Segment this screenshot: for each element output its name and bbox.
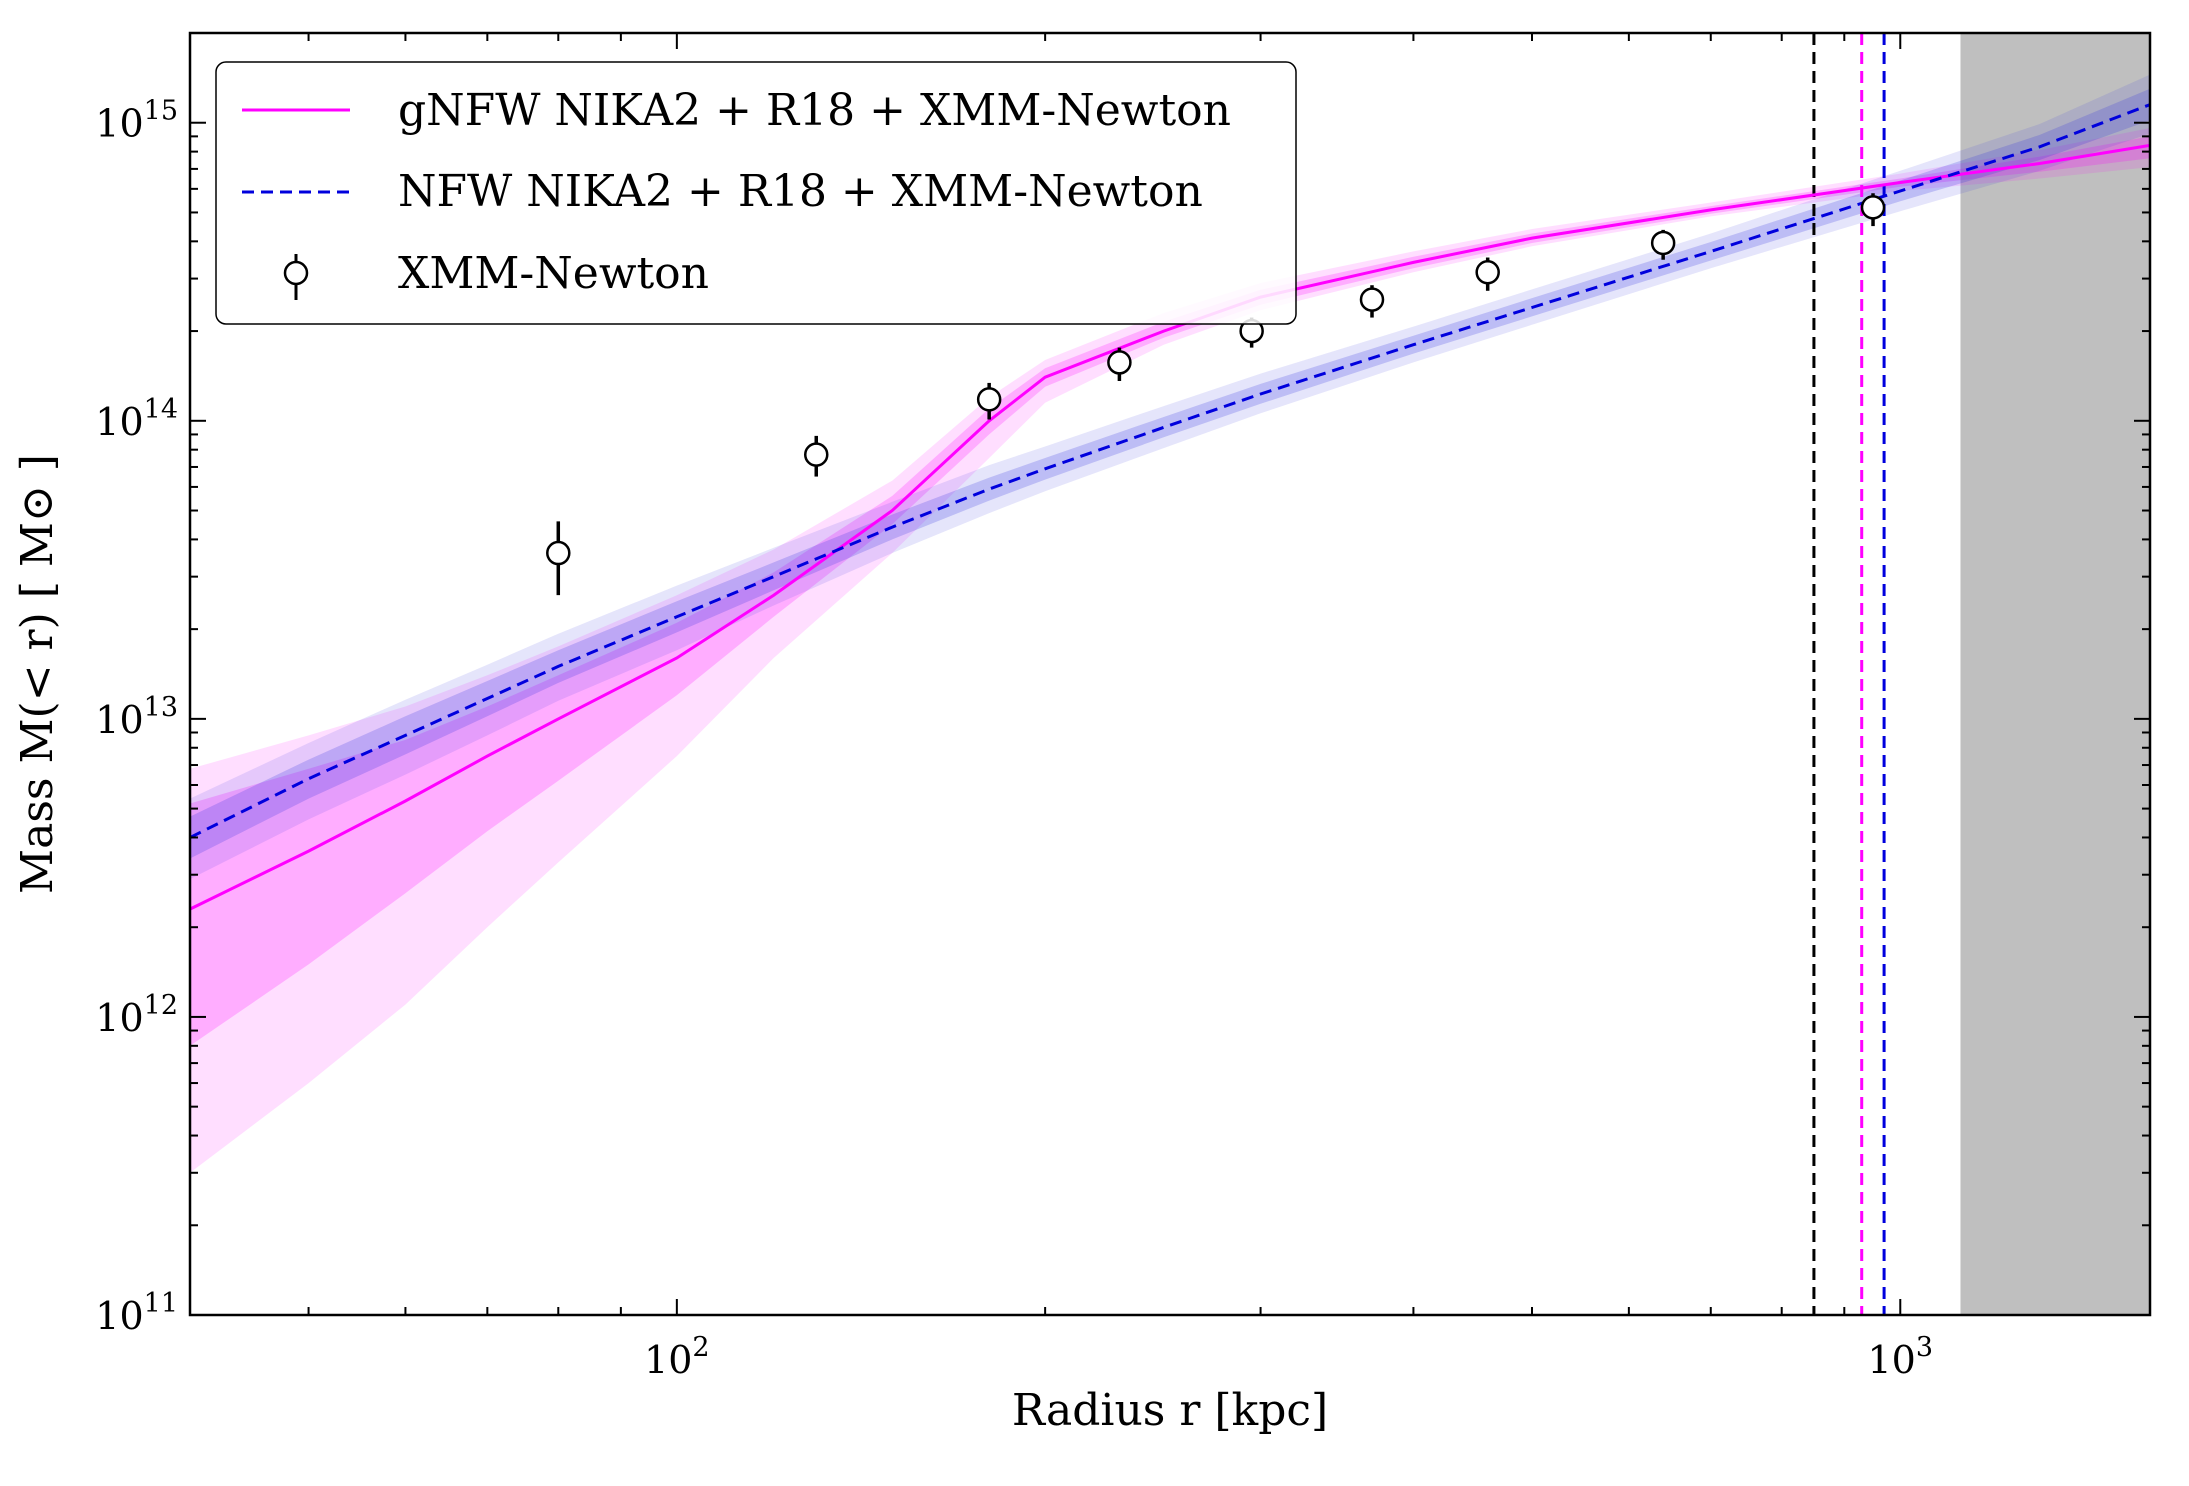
legend-label-nfw: NFW NIKA2 + R18 + XMM-Newton <box>398 166 1203 217</box>
x-tick-exponent: 3 <box>1916 1332 1933 1363</box>
xmm-data-point <box>976 387 1002 412</box>
y-tick-base: 10 <box>95 996 143 1040</box>
y-tick-base: 10 <box>95 400 143 444</box>
y-tick-label: 1012 <box>95 990 178 1040</box>
xmm-data-point <box>1860 195 1886 220</box>
y-tick-exponent: 11 <box>144 1288 178 1319</box>
x-tick-exponent: 2 <box>692 1332 709 1363</box>
legend-swatch-xmm-marker <box>283 260 309 286</box>
legend: gNFW NIKA2 + R18 + XMM-Newton NFW NIKA2 … <box>215 61 1297 325</box>
x-axis-label: Radius r [kpc] <box>1012 1385 1328 1436</box>
y-tick-base: 10 <box>95 1294 143 1338</box>
y-tick-label: 1011 <box>95 1288 178 1338</box>
xmm-data-point <box>1650 230 1676 256</box>
y-tick-exponent: 12 <box>144 990 178 1021</box>
x-tick-label: 102 <box>644 1332 710 1382</box>
y-tick-exponent: 13 <box>144 692 178 723</box>
plot-area <box>190 33 2150 1315</box>
xmm-data-point <box>1359 287 1385 312</box>
nfw-series-line <box>190 103 2150 839</box>
y-tick-base: 10 <box>95 102 143 146</box>
shaded-region <box>1960 33 2150 1315</box>
nfw-band-2sigma <box>190 74 2150 880</box>
y-tick-label: 1013 <box>95 692 178 742</box>
y-tick-base: 10 <box>95 698 143 742</box>
x-tick-base: 10 <box>1868 1338 1916 1382</box>
xmm-data-point <box>804 442 829 467</box>
gnfw-series-line <box>190 143 2150 911</box>
y-tick-exponent: 15 <box>144 96 178 127</box>
y-axis-label: Mass M(< r) [ M⊙ ] <box>12 454 63 894</box>
y-tick-exponent: 14 <box>144 394 178 425</box>
legend-frame <box>215 61 1297 325</box>
plot-frame <box>188 31 2152 1317</box>
y-tick-label: 1014 <box>95 394 178 444</box>
x-tick-base: 10 <box>644 1338 692 1382</box>
legend-label-gnfw: gNFW NIKA2 + R18 + XMM-Newton <box>398 85 1231 136</box>
xmm-data-point <box>1475 260 1500 285</box>
y-tick-label: 1015 <box>95 96 178 146</box>
gnfw-band-2sigma <box>190 128 2150 1173</box>
xmm-data-point <box>546 540 571 566</box>
legend-label-xmm: XMM-Newton <box>398 248 709 299</box>
xmm-data-point <box>1107 350 1132 375</box>
x-tick-label: 103 <box>1868 1332 1934 1382</box>
nfw-band-1sigma <box>190 88 2150 859</box>
